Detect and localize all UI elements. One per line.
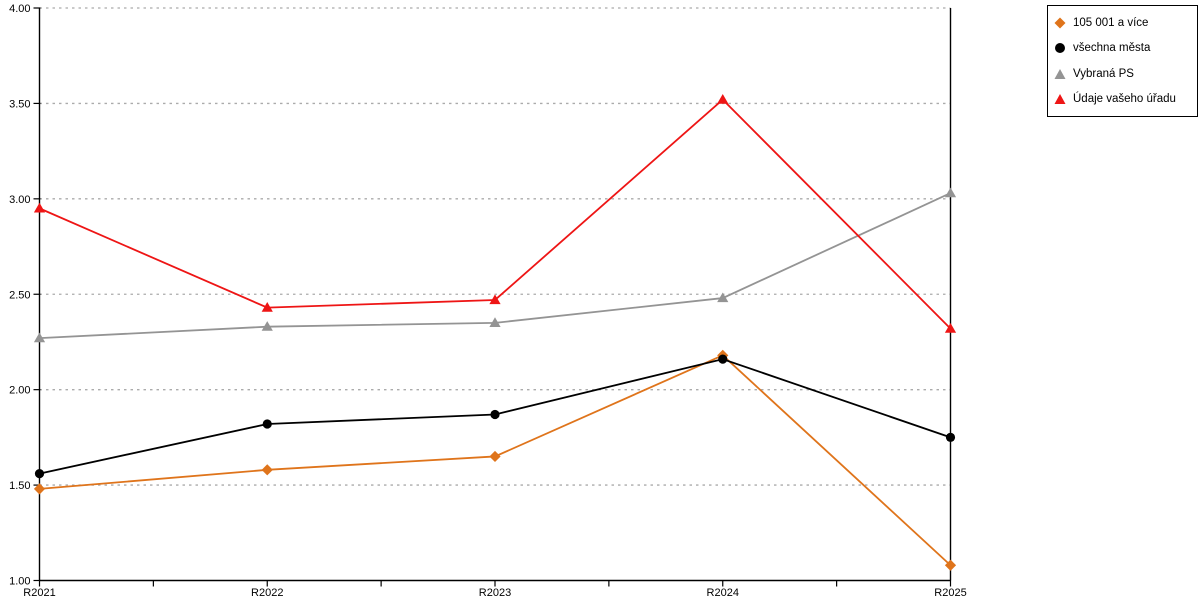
data-point-marker (261, 302, 273, 312)
data-point-marker (490, 409, 500, 420)
legend-item: Údaje vašeho úřadu (1054, 93, 1191, 105)
data-point-marker (33, 483, 46, 495)
y-tick-label: 3.50 (9, 98, 30, 110)
x-tick-label: R2021 (23, 587, 55, 599)
y-tick-label: 2.00 (9, 385, 30, 397)
y-tick-label: 1.00 (9, 576, 30, 588)
data-point-marker (718, 354, 728, 364)
data-point-marker (33, 332, 46, 343)
data-point-marker (261, 321, 273, 331)
data-point-marker (34, 469, 45, 479)
data-point-marker (489, 294, 501, 305)
series-line (39, 192, 951, 340)
y-tick-label: 1.50 (9, 480, 30, 492)
data-point-marker (33, 202, 46, 213)
triangle-marker-icon (1054, 68, 1066, 79)
triangle-marker-icon (1054, 94, 1066, 105)
data-point-marker (717, 292, 729, 303)
legend: 105 001 a více všechna města Vybraná PS … (1047, 5, 1198, 117)
triangle-glyph (1054, 94, 1066, 105)
legend-item: 105 001 a více (1054, 17, 1191, 29)
legend-label: Údaje vašeho úřadu (1073, 93, 1176, 106)
circle-glyph (1055, 43, 1065, 54)
legend-item: Vybraná PS (1054, 68, 1191, 80)
data-point-marker (944, 187, 957, 198)
triangle-glyph (1054, 68, 1066, 79)
y-tick-label: 4.00 (9, 3, 30, 15)
data-point-marker (261, 464, 273, 476)
data-point-marker (944, 323, 957, 333)
x-tick-label: R2023 (479, 587, 511, 599)
data-point-marker (945, 432, 956, 442)
y-tick-label: 2.50 (9, 289, 30, 301)
circle-marker-icon (1055, 43, 1065, 54)
data-point-marker (489, 450, 501, 463)
x-tick-label: R2022 (251, 587, 283, 599)
x-tick-label: R2025 (934, 587, 966, 599)
x-tick-label: R2024 (707, 587, 739, 599)
legend-item: všechna města (1054, 42, 1191, 54)
data-point-marker (489, 317, 501, 327)
diamond-marker-icon (1054, 17, 1066, 29)
data-point-marker (262, 419, 272, 429)
legend-label: všechna města (1073, 42, 1151, 55)
diamond-glyph (1054, 17, 1066, 29)
legend-label: Vybraná PS (1073, 67, 1134, 80)
data-point-marker (944, 559, 957, 571)
legend-label: 105 001 a více (1073, 16, 1149, 29)
y-tick-label: 3.00 (9, 194, 30, 206)
data-point-marker (717, 94, 729, 104)
